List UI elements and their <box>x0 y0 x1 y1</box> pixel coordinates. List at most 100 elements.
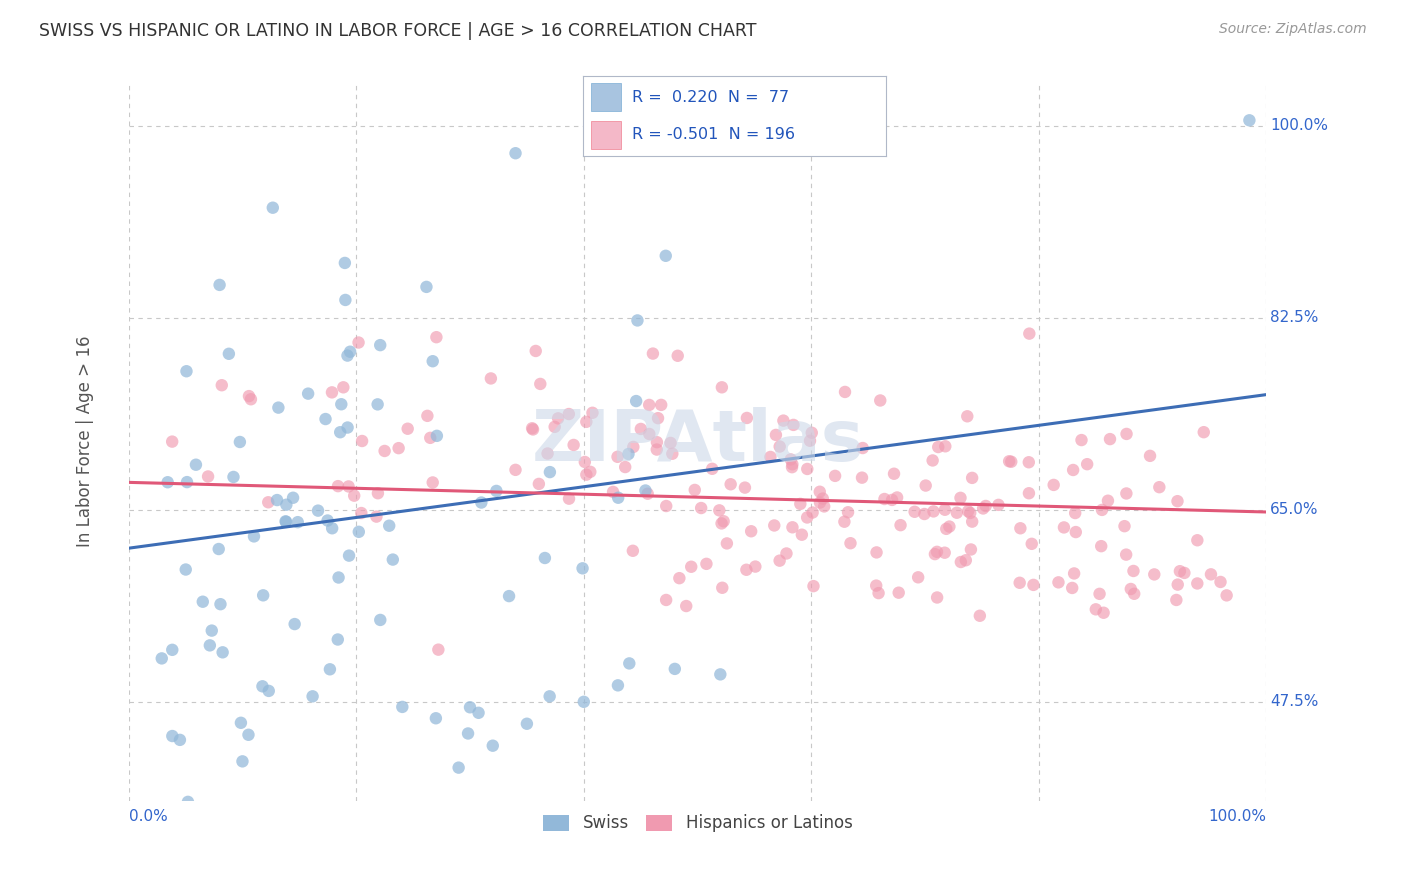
Point <box>1091 503 1114 517</box>
Point <box>284 617 307 632</box>
Point <box>1149 480 1171 494</box>
Point <box>716 536 738 550</box>
Point <box>257 684 280 698</box>
Point <box>329 848 352 863</box>
Point <box>458 700 481 714</box>
Point <box>229 715 252 730</box>
Point <box>198 639 221 653</box>
Point <box>274 514 297 528</box>
Point <box>614 460 637 475</box>
Point <box>267 401 290 415</box>
Point <box>231 755 253 769</box>
Text: R =  0.220  N =  77: R = 0.220 N = 77 <box>631 89 789 104</box>
Point <box>336 420 359 434</box>
Point <box>1166 593 1188 607</box>
Point <box>938 519 960 533</box>
Point <box>297 386 319 401</box>
Point <box>1199 567 1222 582</box>
Point <box>922 504 945 518</box>
Point <box>637 487 659 501</box>
Point <box>321 521 343 535</box>
Point <box>619 657 641 671</box>
Point <box>668 571 690 585</box>
Point <box>873 491 896 506</box>
Point <box>957 504 980 518</box>
Point <box>617 447 640 461</box>
Point <box>921 453 943 467</box>
Point <box>457 726 479 740</box>
Point <box>763 518 786 533</box>
Point <box>1166 494 1188 508</box>
Point <box>1209 574 1232 589</box>
Point <box>1119 582 1142 596</box>
Point <box>744 559 766 574</box>
Legend: Swiss, Hispanics or Latinos: Swiss, Hispanics or Latinos <box>536 807 859 839</box>
Point <box>710 380 733 394</box>
Point <box>868 586 890 600</box>
Point <box>1084 602 1107 616</box>
Point <box>211 378 233 392</box>
Point <box>388 441 411 455</box>
Text: R = -0.501  N = 196: R = -0.501 N = 196 <box>631 128 794 143</box>
Point <box>1053 520 1076 534</box>
Point <box>949 555 972 569</box>
Point <box>481 739 503 753</box>
Point <box>1062 463 1084 477</box>
Point <box>574 455 596 469</box>
FancyBboxPatch shape <box>591 83 621 112</box>
Point <box>287 515 309 529</box>
Point <box>883 467 905 481</box>
Text: Source: ZipAtlas.com: Source: ZipAtlas.com <box>1219 22 1367 37</box>
Point <box>808 495 831 509</box>
Point <box>520 421 543 435</box>
Point <box>425 330 447 344</box>
Point <box>946 506 969 520</box>
Point <box>907 570 929 584</box>
Point <box>886 491 908 505</box>
Point <box>695 557 717 571</box>
Point <box>447 761 470 775</box>
Point <box>956 409 979 424</box>
Point <box>201 624 224 638</box>
Point <box>630 422 652 436</box>
Point <box>326 479 349 493</box>
Point <box>416 409 439 423</box>
Point <box>959 506 981 520</box>
Point <box>955 553 977 567</box>
Point <box>720 477 742 491</box>
Point <box>934 439 956 453</box>
Point <box>160 434 183 449</box>
Point <box>352 434 374 448</box>
Point <box>709 667 731 681</box>
Point <box>702 462 724 476</box>
Point <box>367 397 389 411</box>
Point <box>209 597 232 611</box>
Point <box>422 475 444 490</box>
Point <box>621 543 644 558</box>
Point <box>1018 326 1040 341</box>
Point <box>641 346 664 360</box>
Point <box>1018 486 1040 500</box>
Point <box>780 460 803 475</box>
Point <box>769 554 792 568</box>
Point <box>368 613 391 627</box>
Point <box>837 505 859 519</box>
Point <box>779 452 801 467</box>
Point <box>337 479 360 493</box>
Point <box>328 570 350 584</box>
Point <box>924 547 946 561</box>
Point <box>803 579 825 593</box>
Point <box>621 440 644 454</box>
Point <box>634 483 657 498</box>
Point <box>782 417 804 432</box>
Point <box>522 422 544 436</box>
Point <box>1076 457 1098 471</box>
Point <box>336 349 359 363</box>
Point <box>538 465 561 479</box>
Point <box>415 280 437 294</box>
Point <box>782 457 804 471</box>
Point <box>1143 567 1166 582</box>
Point <box>1064 524 1087 539</box>
Point <box>834 384 856 399</box>
Point <box>811 491 834 506</box>
